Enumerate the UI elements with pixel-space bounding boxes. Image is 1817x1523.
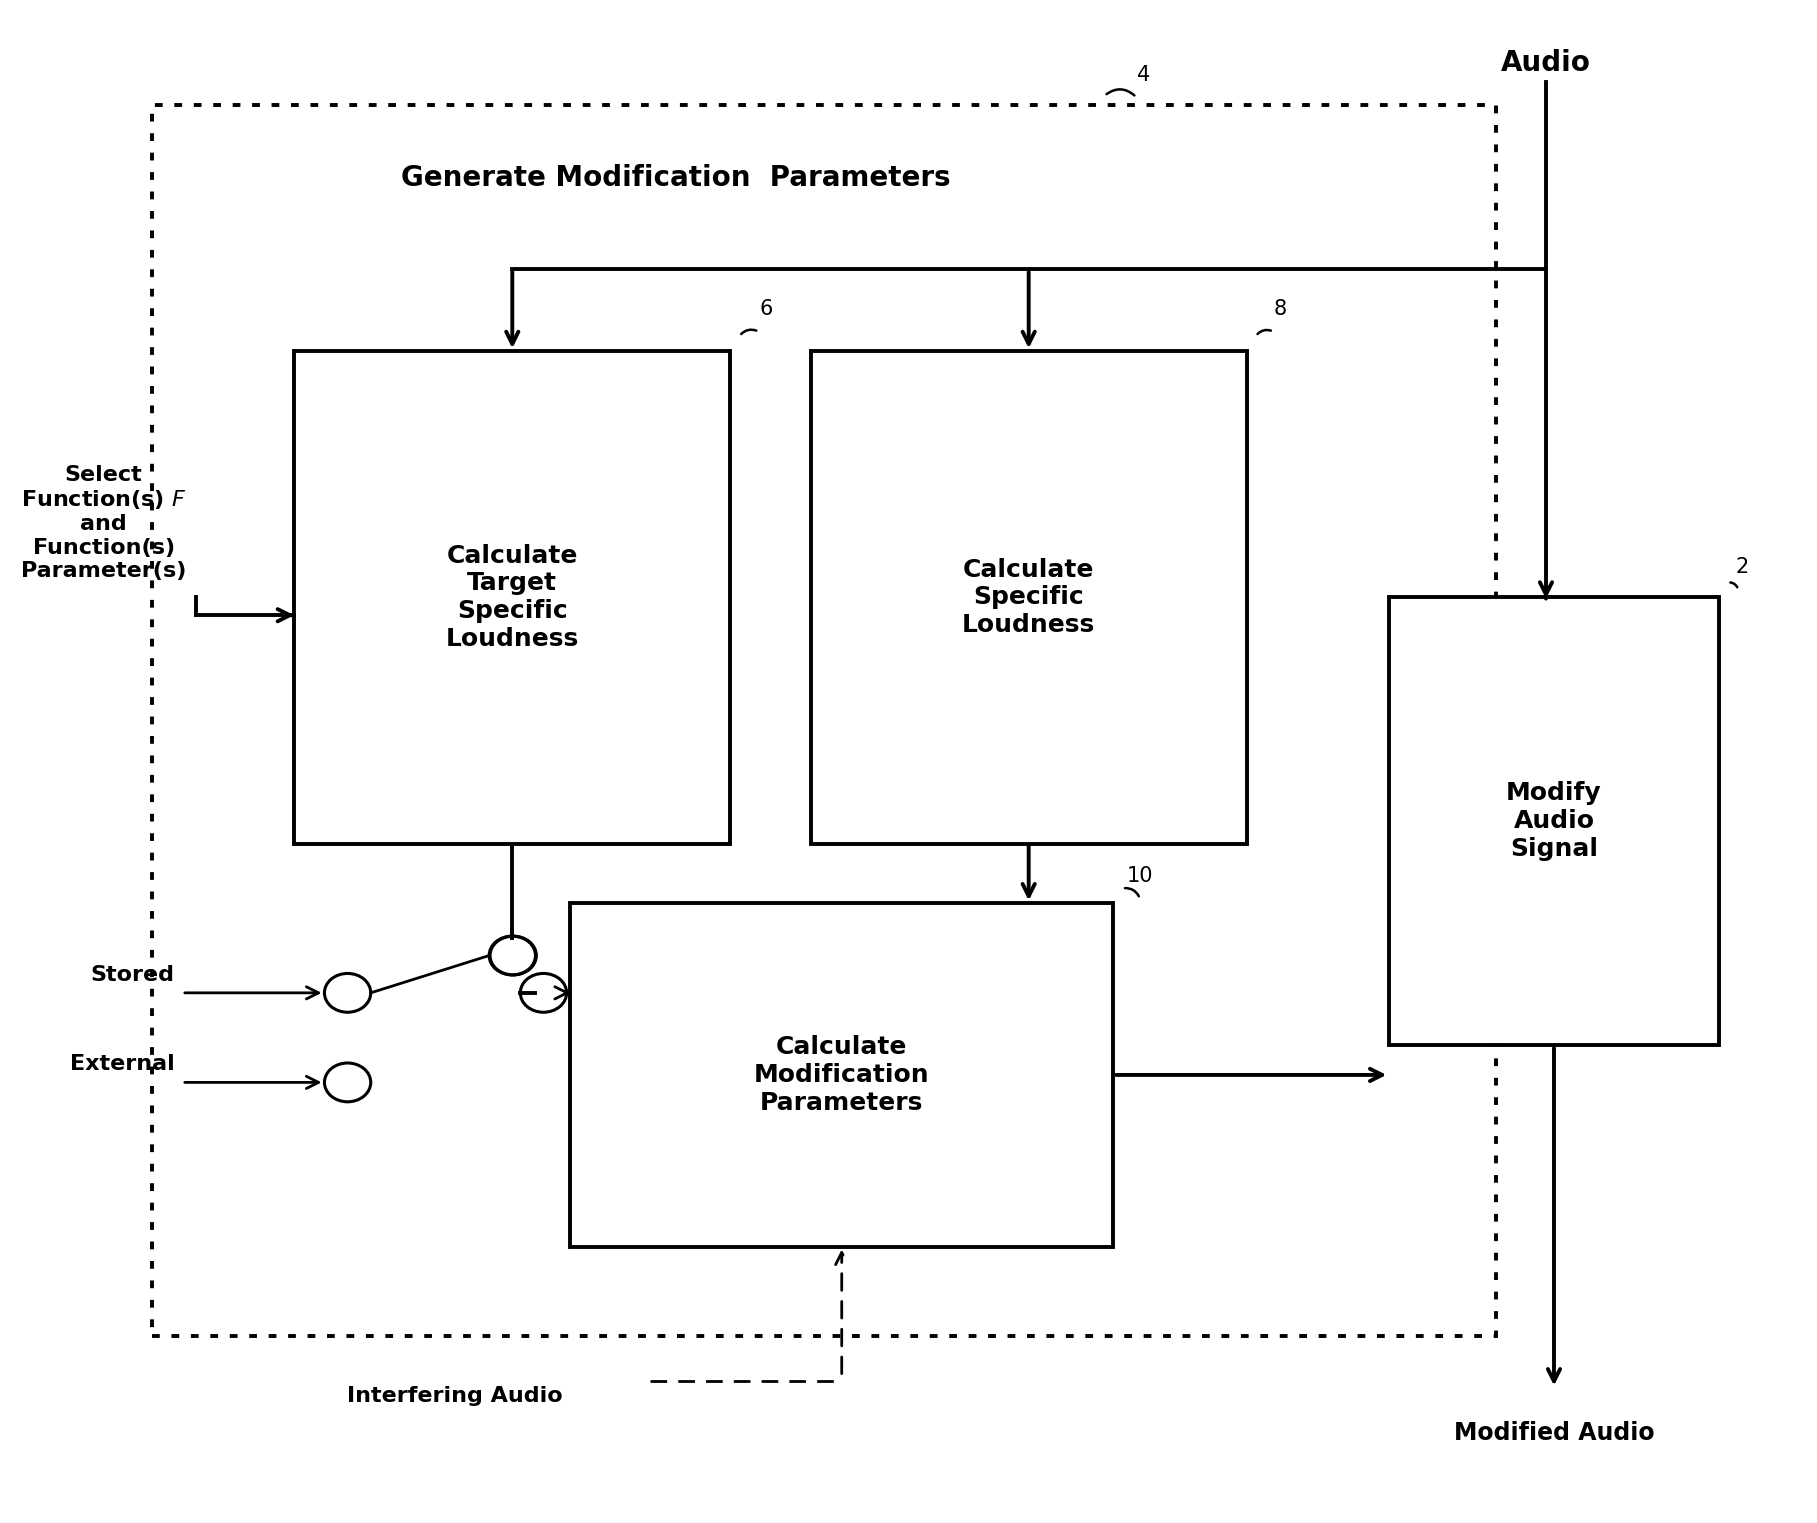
Text: 10: 10 [1127,867,1154,886]
Text: Modify
Audio
Signal: Modify Audio Signal [1506,781,1603,860]
Bar [294,352,730,844]
Bar [1390,597,1719,1045]
Text: Select
Function(s) $F$
and
Function(s)
Parameter(s): Select Function(s) $F$ and Function(s) P… [20,465,187,580]
Bar [151,105,1495,1336]
Text: 2: 2 [1735,557,1748,577]
Text: Calculate
Specific
Loudness: Calculate Specific Loudness [961,557,1096,637]
Text: 8: 8 [1274,299,1286,320]
Text: External: External [71,1054,174,1075]
Text: Stored: Stored [91,966,174,985]
Text: 6: 6 [760,299,772,320]
Text: Interfering Audio: Interfering Audio [347,1386,561,1406]
Text: Audio: Audio [1501,49,1592,78]
Text: Calculate
Modification
Parameters: Calculate Modification Parameters [754,1036,930,1115]
Text: Generate Modification  Parameters: Generate Modification Parameters [402,164,950,192]
Bar [810,352,1246,844]
Text: Modified Audio: Modified Audio [1454,1421,1653,1445]
Bar [571,903,1114,1246]
Text: Calculate
Target
Specific
Loudness: Calculate Target Specific Loudness [445,544,580,650]
Text: 4: 4 [1137,65,1150,85]
